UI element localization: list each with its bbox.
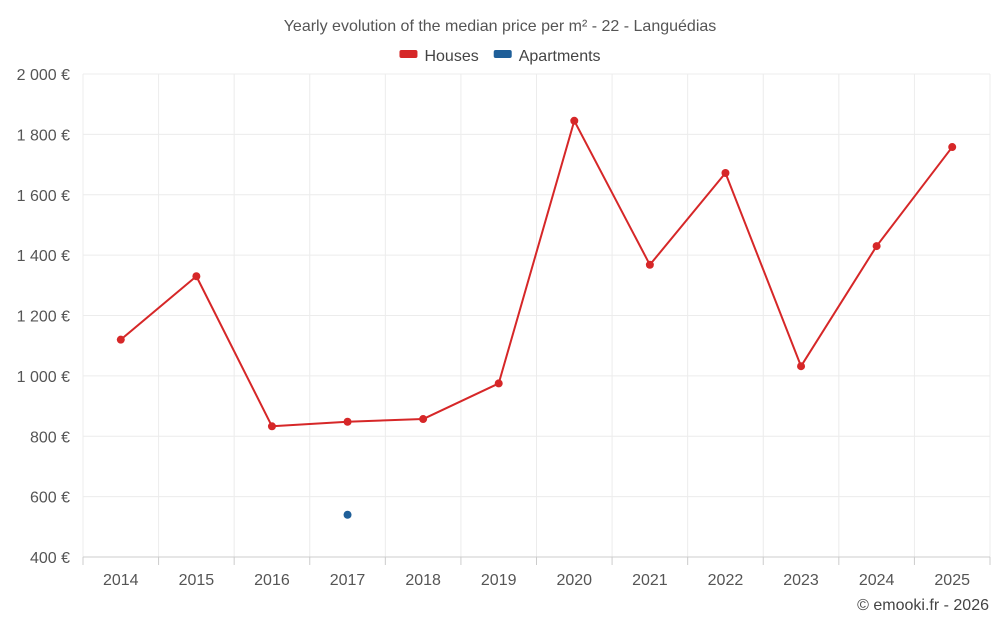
- y-tick-label: 800 €: [30, 429, 70, 446]
- legend-label-apartments: Apartments: [519, 48, 601, 65]
- x-tick-label-2023: 2023: [783, 572, 819, 589]
- x-tick-label-2025: 2025: [934, 572, 970, 589]
- data-point-houses-2025[interactable]: [948, 143, 957, 152]
- data-point-houses-2017[interactable]: [343, 417, 352, 426]
- x-tick-label-2022: 2022: [708, 572, 744, 589]
- y-tick-label: 1 600 €: [17, 188, 70, 205]
- y-tick-label: 2 000 €: [17, 67, 70, 84]
- data-point-houses-2018[interactable]: [419, 415, 428, 424]
- data-point-houses-2020[interactable]: [570, 116, 579, 125]
- chart-title: Yearly evolution of the median price per…: [284, 18, 717, 35]
- x-axis: 2014 2015 2016 2017 2018 2019 2020 2021 2022 2023…: [82, 556, 991, 589]
- data-point-houses-2019[interactable]: [494, 379, 503, 388]
- data-point-houses-2021[interactable]: [645, 260, 654, 269]
- x-tick-label-2018: 2018: [405, 572, 441, 589]
- x-tick-label-2021: 2021: [632, 572, 668, 589]
- data-point-houses-2015[interactable]: [192, 272, 201, 281]
- series-apartments: [343, 510, 352, 519]
- legend-label-houses: Houses: [424, 48, 478, 65]
- data-point-apartments-2017[interactable]: [343, 510, 352, 519]
- y-tick-label: 1 800 €: [17, 127, 70, 144]
- y-tick-label: 1 200 €: [17, 309, 70, 326]
- legend[interactable]: Houses Apartments: [399, 48, 601, 65]
- data-point-houses-2022[interactable]: [721, 169, 730, 178]
- data-point-houses-2016[interactable]: [267, 422, 276, 431]
- x-tick-label-2014: 2014: [103, 572, 139, 589]
- y-tick-label: 600 €: [30, 490, 70, 507]
- data-point-houses-2014[interactable]: [116, 335, 125, 344]
- y-axis: 400 € 600 € 800 € 1 000 € 1 200 € 1 400 € 1 60…: [17, 67, 70, 567]
- y-tick-label: 1 400 €: [17, 248, 70, 265]
- data-point-houses-2023[interactable]: [797, 362, 806, 371]
- x-gridlines: [82, 74, 991, 557]
- series-houses: [116, 116, 957, 431]
- x-tick-label-2019: 2019: [481, 572, 517, 589]
- series-layer: [116, 116, 957, 519]
- series-line-houses: [120, 119, 954, 428]
- x-tick-label-2015: 2015: [179, 572, 215, 589]
- x-tick-label-2024: 2024: [859, 572, 895, 589]
- legend-item-apartments[interactable]: Apartments: [493, 48, 601, 65]
- credit-text: © emooki.fr - 2026: [857, 597, 989, 614]
- x-tick-label-2020: 2020: [556, 572, 592, 589]
- legend-item-houses[interactable]: Houses: [399, 48, 479, 65]
- y-tick-label: 1 000 €: [17, 369, 70, 386]
- legend-swatch-apartments: [493, 50, 512, 58]
- x-tick-label-2016: 2016: [254, 572, 290, 589]
- data-point-houses-2024[interactable]: [872, 242, 881, 251]
- y-tick-label: 400 €: [30, 550, 70, 567]
- x-tick-label-2017: 2017: [330, 572, 366, 589]
- legend-swatch-houses: [399, 50, 418, 58]
